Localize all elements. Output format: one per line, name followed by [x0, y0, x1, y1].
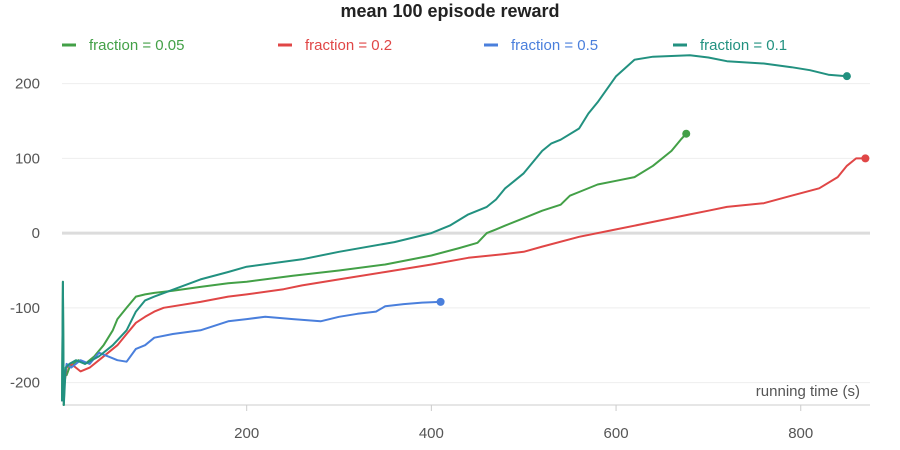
x-tick-label: 400 [419, 425, 444, 442]
legend-label: fraction = 0.2 [305, 37, 392, 54]
x-axis-label: running time (s) [756, 383, 860, 400]
y-tick-label: 0 [32, 225, 40, 242]
series-end-marker [682, 129, 691, 138]
series-line [61, 300, 441, 402]
series-end-marker [842, 72, 851, 81]
series-end-marker [861, 154, 870, 163]
y-tick-label: -100 [10, 300, 40, 317]
x-tick-label: 800 [788, 425, 813, 442]
y-tick-label: 200 [15, 76, 40, 93]
series-end-marker [436, 297, 445, 306]
legend-label: fraction = 0.05 [89, 37, 184, 54]
gridlines [62, 83, 870, 384]
series-line [61, 54, 847, 406]
y-tick-label: -200 [10, 375, 40, 392]
x-tick-label: 600 [604, 425, 629, 442]
x-axis: 200 400 600 800 [62, 404, 870, 442]
y-tick-label: 100 [15, 150, 40, 167]
legend: fraction = 0.05 fraction = 0.2 fraction = … [62, 37, 787, 54]
legend-label: fraction = 0.1 [700, 37, 787, 54]
series-line [61, 133, 687, 406]
series-line [61, 157, 866, 402]
x-tick-label: 200 [234, 425, 259, 442]
y-tick-labels: -200 -100 0 100 200 [10, 76, 40, 392]
legend-label: fraction = 0.5 [511, 37, 598, 54]
chart-title: mean 100 episode reward [340, 1, 559, 21]
series-lines [61, 54, 870, 406]
